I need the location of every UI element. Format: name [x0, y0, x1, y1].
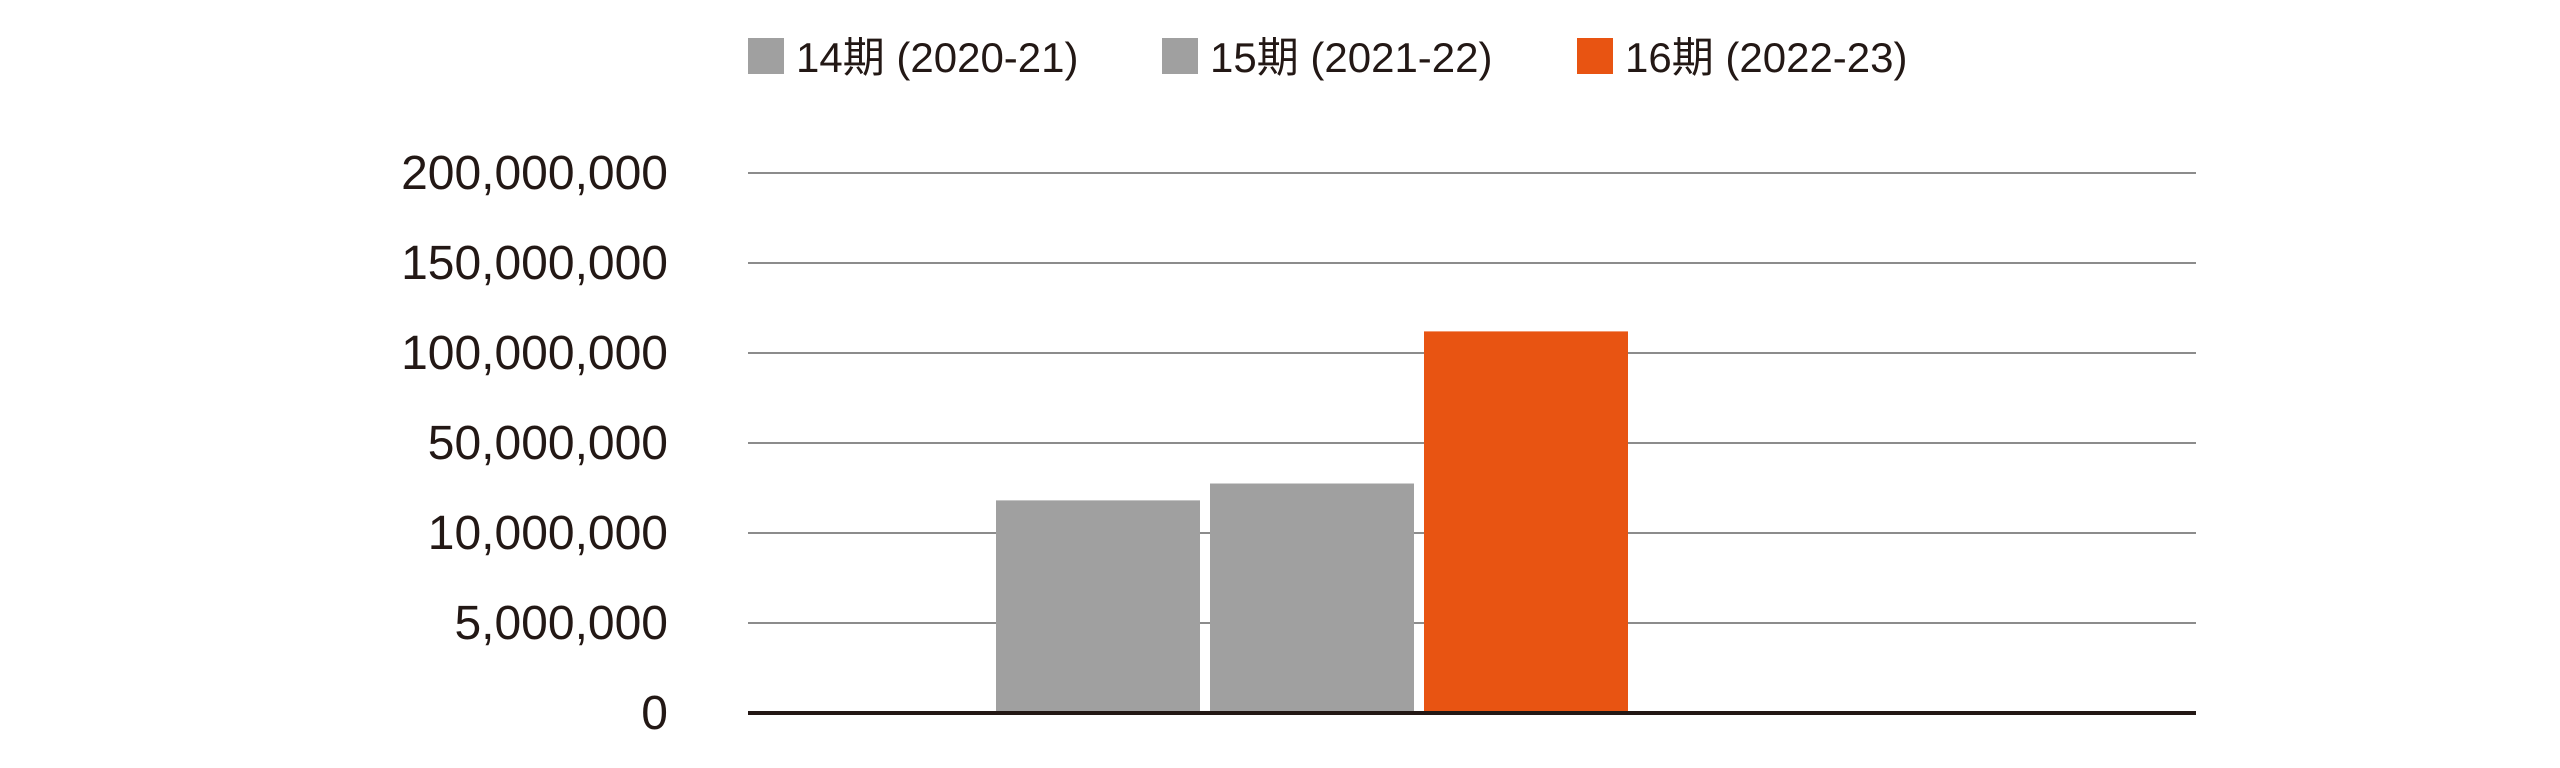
legend-swatch	[1577, 38, 1613, 74]
legend-label: 15期 (2021-22)	[1210, 34, 1493, 81]
y-tick-label: 5,000,000	[454, 597, 668, 650]
y-tick-label: 10,000,000	[428, 507, 668, 560]
legend-label: 14期 (2020-21)	[796, 34, 1079, 81]
bar-16ki	[1424, 331, 1628, 713]
legend-label: 16期 (2022-23)	[1625, 34, 1908, 81]
bar-14ki	[996, 500, 1200, 713]
y-tick-label: 200,000,000	[401, 147, 668, 200]
legend-swatch	[748, 38, 784, 74]
y-tick-label: 100,000,000	[401, 327, 668, 380]
bar-15ki	[1210, 483, 1414, 713]
y-tick-label: 0	[641, 687, 668, 740]
y-tick-label: 50,000,000	[428, 417, 668, 470]
legend: 14期 (2020-21) 15期 (2021-22) 16期 (2022-23)	[748, 34, 1908, 81]
bars	[996, 331, 1628, 713]
legend-swatch	[1162, 38, 1198, 74]
y-axis-ticks: 0 5,000,000 10,000,000 50,000,000 100,000,00…	[401, 147, 668, 740]
y-tick-label: 150,000,000	[401, 237, 668, 290]
